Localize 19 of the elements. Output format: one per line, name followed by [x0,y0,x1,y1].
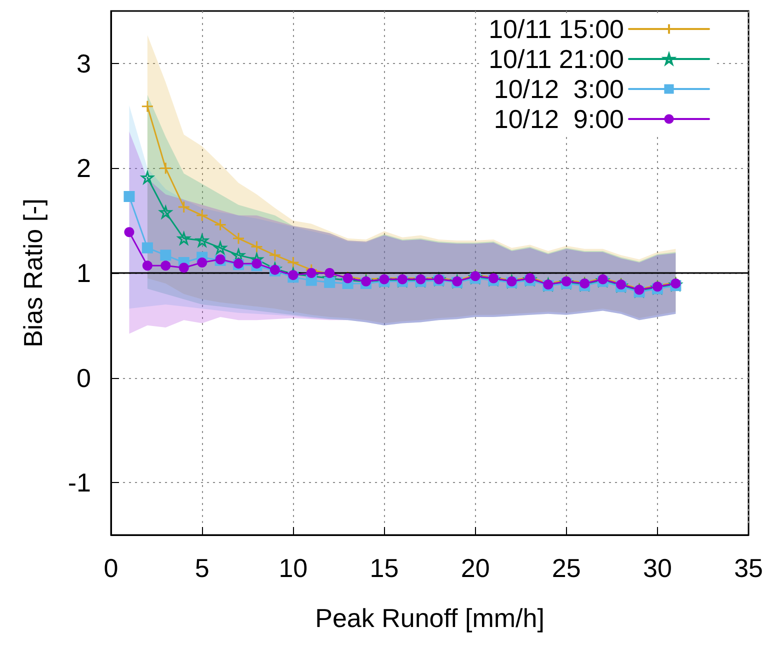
y-tick-label: 1 [76,258,91,288]
legend-label: 10/12 9:00 [494,104,624,134]
legend-label: 10/11 15:00 [488,14,624,44]
y-axis-title: Bias Ratio [-] [18,198,48,348]
x-tick-label: 30 [643,553,672,583]
x-axis-title: Peak Runoff [mm/h] [315,603,544,633]
y-tick-label: -1 [68,468,91,498]
legend-label: 10/11 21:00 [488,44,624,74]
legend-label: 10/12 3:00 [494,74,624,104]
x-tick-label: 15 [370,553,399,583]
x-tick-label: 20 [460,553,490,583]
y-tick-label: 2 [76,153,91,184]
y-tick-label: 0 [76,362,91,393]
x-tick-label: 25 [552,553,581,583]
x-tick-label: 10 [278,553,308,583]
x-tick-label: 0 [104,553,118,583]
y-tick-label: 3 [76,48,91,78]
x-tick-label: 5 [194,553,210,583]
x-tick-label: 35 [734,553,763,583]
